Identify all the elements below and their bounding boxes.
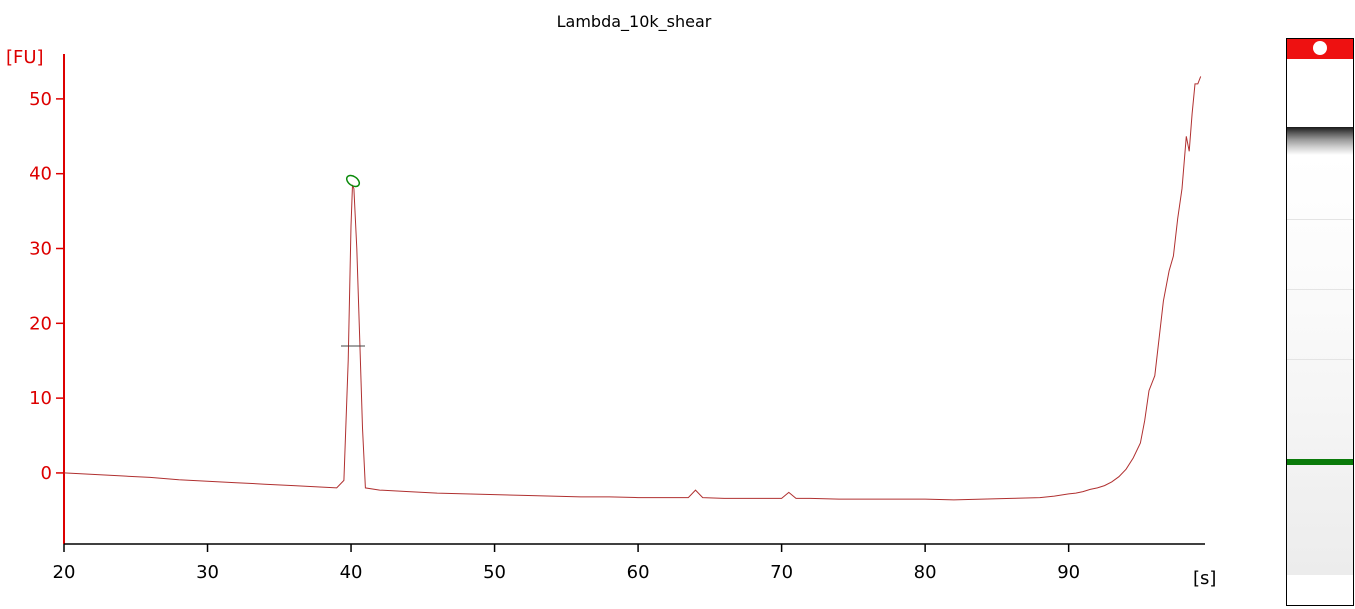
y-tick-label: 40 <box>29 164 52 185</box>
gel-faint-band <box>1287 359 1353 360</box>
peak-marker-icon <box>345 174 361 188</box>
gel-smear <box>1287 155 1353 575</box>
chart-title: Lambda_10k_shear <box>557 12 712 32</box>
x-tick-label: 80 <box>914 562 937 583</box>
x-tick-label: 60 <box>627 562 650 583</box>
x-tick-label: 50 <box>483 562 506 583</box>
y-tick-label: 0 <box>41 463 52 484</box>
x-tick-label: 40 <box>340 562 363 583</box>
y-tick-label: 20 <box>29 313 52 334</box>
gel-faint-band <box>1287 289 1353 290</box>
gel-faint-band <box>1287 219 1353 220</box>
x-tick-label: 30 <box>196 562 219 583</box>
gel-lane <box>1286 38 1354 606</box>
x-tick-label: 20 <box>53 562 76 583</box>
y-axis-label: [FU] <box>6 47 44 68</box>
y-ticks: 0 10 20 30 40 50 <box>29 89 64 484</box>
trace-line <box>63 76 1202 501</box>
gel-top-marker <box>1287 39 1353 59</box>
gel-lower-marker <box>1287 459 1353 465</box>
upper-marker-icon <box>1313 41 1327 55</box>
x-axis-label: [s] <box>1193 568 1216 589</box>
y-tick-label: 10 <box>29 388 52 409</box>
x-ticks: 20 30 40 50 60 70 80 90 <box>53 544 1080 583</box>
y-tick-label: 30 <box>29 239 52 260</box>
x-tick-label: 70 <box>770 562 793 583</box>
y-tick-label: 50 <box>29 89 52 110</box>
gel-bottom <box>1287 577 1353 605</box>
gel-band-main <box>1287 127 1353 155</box>
electropherogram-chart: Lambda_10k_shear [FU] [s] 0 10 20 30 40 50 20… <box>6 12 1216 589</box>
x-tick-label: 90 <box>1057 562 1080 583</box>
